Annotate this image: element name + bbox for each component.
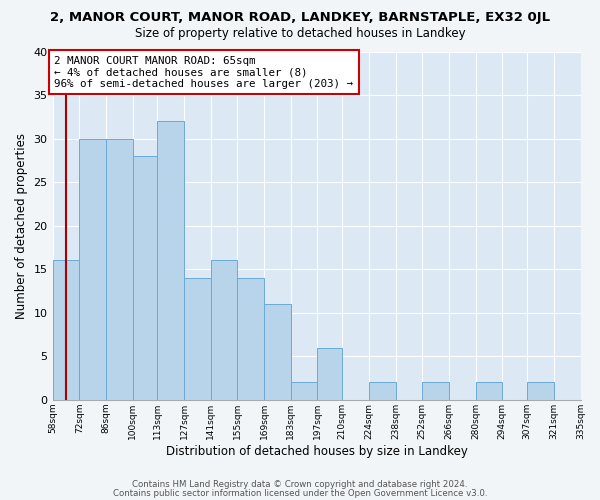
Bar [238,278,264,400]
Bar [476,382,502,400]
Bar [291,382,317,400]
Bar [53,260,79,400]
Bar [133,156,157,400]
Bar [527,382,554,400]
Bar [422,382,449,400]
Y-axis label: Number of detached properties: Number of detached properties [15,132,28,318]
Bar [211,260,238,400]
Text: 2, MANOR COURT, MANOR ROAD, LANDKEY, BARNSTAPLE, EX32 0JL: 2, MANOR COURT, MANOR ROAD, LANDKEY, BAR… [50,11,550,24]
Text: Contains HM Land Registry data © Crown copyright and database right 2024.: Contains HM Land Registry data © Crown c… [132,480,468,489]
Bar [106,138,133,400]
X-axis label: Distribution of detached houses by size in Landkey: Distribution of detached houses by size … [166,444,467,458]
Text: Contains public sector information licensed under the Open Government Licence v3: Contains public sector information licen… [113,488,487,498]
Bar [79,138,106,400]
Text: 2 MANOR COURT MANOR ROAD: 65sqm
← 4% of detached houses are smaller (8)
96% of s: 2 MANOR COURT MANOR ROAD: 65sqm ← 4% of … [55,56,353,89]
Bar [369,382,395,400]
Bar [184,278,211,400]
Text: Size of property relative to detached houses in Landkey: Size of property relative to detached ho… [134,28,466,40]
Bar [317,348,342,400]
Bar [157,121,184,400]
Bar [264,304,291,400]
